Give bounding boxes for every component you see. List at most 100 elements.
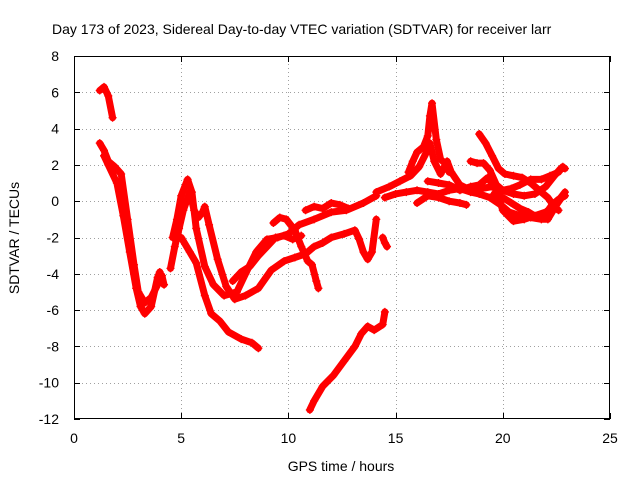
data-point [271, 233, 280, 242]
data-point [518, 173, 527, 182]
data-point [147, 302, 156, 311]
data-point [419, 142, 428, 151]
y-tick-label: -10 [39, 375, 59, 391]
data-point [524, 208, 533, 217]
data-point [402, 188, 411, 197]
data-point [434, 179, 443, 188]
data-point [363, 322, 372, 331]
series-track-17 [490, 189, 569, 222]
data-point [498, 206, 507, 215]
data-point [200, 291, 209, 300]
data-point [295, 220, 304, 229]
data-point [368, 248, 377, 257]
data-point [350, 342, 359, 351]
data-point [492, 180, 501, 189]
series-track-5 [177, 233, 263, 353]
y-tick-label: 4 [51, 121, 59, 137]
data-point [232, 287, 241, 296]
data-point [100, 82, 109, 91]
data-point [247, 338, 256, 347]
data-point [254, 251, 263, 260]
data-point [220, 291, 229, 300]
data-point [241, 291, 250, 300]
data-point [494, 164, 503, 173]
data-point [327, 199, 336, 208]
y-tick-label: -6 [47, 302, 60, 318]
data-point [305, 405, 314, 414]
data-point [200, 202, 209, 211]
y-tick-label: 0 [51, 193, 59, 209]
data-point [545, 171, 554, 180]
data-point [297, 242, 306, 251]
data-point [413, 199, 422, 208]
series-marker-trail [179, 235, 261, 350]
data-point [421, 150, 430, 159]
data-point [170, 242, 179, 251]
data-point [254, 344, 263, 353]
data-point [194, 213, 203, 222]
data-point [318, 238, 327, 247]
data-point [385, 182, 394, 191]
data-point [95, 139, 104, 148]
data-point [95, 86, 104, 95]
data-point [475, 130, 484, 139]
data-point [280, 231, 289, 240]
x-tick-label: 25 [602, 430, 618, 446]
data-point [436, 169, 445, 178]
data-point [318, 204, 327, 213]
data-point [155, 267, 164, 276]
data-point [350, 226, 359, 235]
series-track-19 [378, 233, 392, 251]
data-point [520, 215, 529, 224]
data-point [344, 204, 353, 213]
data-point [267, 266, 276, 275]
x-tick-label: 10 [281, 430, 297, 446]
data-point [104, 91, 113, 100]
data-point [185, 188, 194, 197]
data-point [329, 371, 338, 380]
data-point [515, 180, 524, 189]
data-point [132, 284, 141, 293]
data-point [509, 217, 518, 226]
data-point [245, 262, 254, 271]
data-point [262, 242, 271, 251]
y-tick-label: 6 [51, 84, 59, 100]
data-point [533, 213, 542, 222]
data-point [436, 155, 445, 164]
data-point [237, 267, 246, 276]
data-point [215, 316, 224, 325]
data-point [383, 242, 392, 251]
data-point [166, 264, 175, 273]
data-point [230, 295, 239, 304]
data-point [207, 309, 216, 318]
data-point [537, 175, 546, 184]
series-track-9 [301, 199, 353, 215]
series-track-1 [95, 82, 117, 122]
tick-labels: 0 5 10 15 20 25 -12 -10 -8 -6 -4 -2 0 2 4 6 8 [39, 48, 618, 446]
data-point [423, 131, 432, 140]
data-point [430, 157, 439, 166]
data-point [507, 184, 516, 193]
series-track-6 [166, 188, 381, 304]
data-point [490, 189, 499, 198]
data-point [423, 177, 432, 186]
data-point [177, 191, 186, 200]
data-point [310, 242, 319, 251]
data-point [445, 168, 454, 177]
data-point [254, 284, 263, 293]
data-point [117, 169, 126, 178]
data-point [192, 258, 201, 267]
data-point [475, 189, 484, 198]
data-point [558, 162, 567, 171]
data-point [535, 186, 544, 195]
data-point [498, 186, 507, 195]
data-point [104, 160, 113, 169]
data-point [485, 166, 494, 175]
data-point [432, 135, 441, 144]
data-point [175, 224, 184, 233]
series-track-18 [413, 191, 471, 209]
y-axis-label: SDTVAR / TECUs [6, 182, 22, 294]
x-axis-label: GPS time / hours [288, 458, 395, 474]
data-point [307, 260, 316, 269]
